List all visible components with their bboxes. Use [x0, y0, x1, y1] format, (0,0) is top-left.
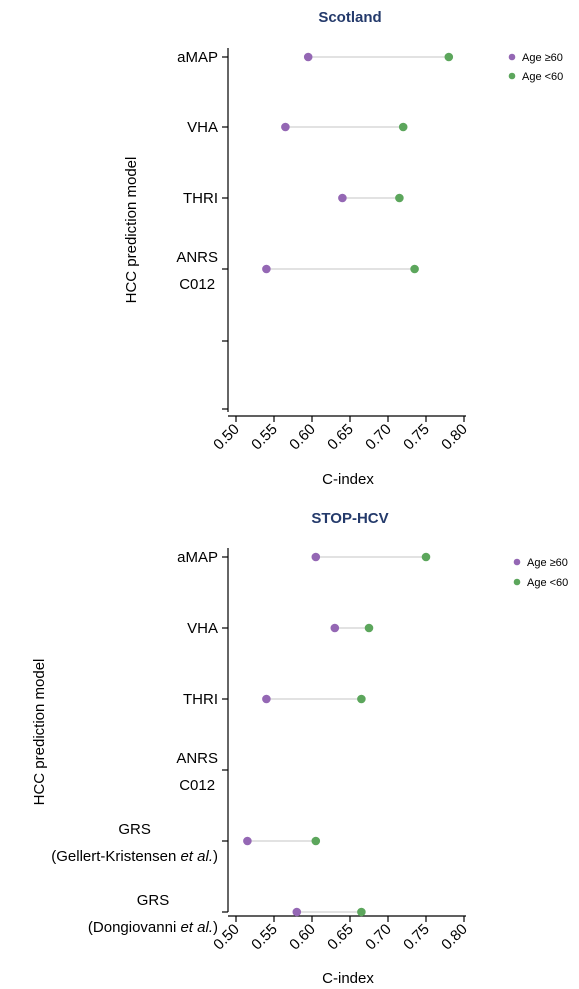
point-age-lt60 — [311, 836, 321, 846]
category-label: VHA — [187, 620, 218, 637]
category-label: aMAP — [177, 49, 218, 66]
category-label: THRI — [183, 691, 218, 708]
x-tick-label: 0.60 — [286, 921, 319, 954]
point-age-lt60 — [444, 52, 454, 62]
point-age-ge60 — [330, 623, 340, 633]
x-tick-label: 0.70 — [362, 921, 395, 954]
x-tick-label: 0.65 — [324, 921, 357, 954]
x-tick-label: 0.80 — [438, 921, 471, 954]
x-tick-label: 0.55 — [248, 421, 281, 454]
x-tick-label: 0.65 — [324, 421, 357, 454]
panel1-chart: Scotland HCC prediction model aMAP VHA THRI A… — [123, 9, 563, 488]
point-age-ge60 — [262, 264, 271, 274]
category-label-line2: (Gellert-Kristensen et al.) — [51, 848, 218, 865]
legend-marker-age-ge60 — [513, 558, 521, 566]
x-tick-label: 0.75 — [400, 421, 433, 454]
x-tick-label: 0.75 — [400, 921, 433, 954]
point-age-lt60 — [357, 694, 366, 704]
point-age-ge60 — [281, 122, 290, 132]
x-axis-title: C-index — [322, 970, 374, 987]
point-age-lt60 — [364, 623, 374, 633]
legend-marker-age-lt60 — [508, 72, 516, 80]
point-age-lt60 — [398, 122, 408, 132]
category-label: aMAP — [177, 549, 218, 566]
y-axis-title: HCC prediction model — [31, 659, 48, 806]
category-label-part: (Dongiovanni — [88, 919, 181, 936]
point-age-ge60 — [311, 552, 321, 562]
legend-marker-age-ge60 — [508, 53, 516, 61]
category-label: VHA — [187, 119, 218, 136]
legend-label: Age <60 — [522, 71, 563, 83]
x-tick-label: 0.80 — [438, 421, 471, 454]
category-label: ANRS — [176, 249, 218, 266]
panel2-chart: STOP-HCV HCC prediction model aMAP VHA THRI A… — [31, 510, 568, 987]
legend-label: Age ≥60 — [522, 52, 563, 64]
category-label-italic: et al. — [180, 848, 213, 865]
category-label: THRI — [183, 190, 218, 207]
category-label: GRS — [137, 892, 170, 909]
point-age-lt60 — [410, 264, 419, 274]
point-age-lt60 — [395, 193, 404, 203]
category-label: GRS — [118, 821, 151, 838]
point-age-lt60 — [357, 907, 366, 917]
category-label: ANRS — [176, 750, 218, 767]
x-tick-label: 0.70 — [362, 421, 395, 454]
y-axis-title: HCC prediction model — [123, 157, 140, 304]
point-age-ge60 — [303, 52, 313, 62]
chart-title: Scotland — [318, 9, 381, 26]
category-label-line2: (Dongiovanni et al.) — [88, 919, 218, 936]
point-age-ge60 — [243, 836, 252, 846]
x-tick-label: 0.60 — [286, 421, 319, 454]
category-label-part: ) — [213, 919, 218, 936]
category-label-part: ) — [213, 848, 218, 865]
point-age-ge60 — [292, 907, 302, 917]
point-age-ge60 — [262, 694, 271, 704]
x-axis-title: C-index — [322, 471, 374, 488]
legend-marker-age-lt60 — [513, 578, 521, 586]
x-tick-label: 0.50 — [210, 421, 243, 454]
x-tick-label: 0.55 — [248, 921, 281, 954]
legend-label: Age ≥60 — [527, 557, 568, 569]
point-age-ge60 — [338, 193, 347, 203]
category-label-line2: C012 — [179, 276, 215, 293]
point-age-lt60 — [421, 552, 431, 562]
category-label-line2: C012 — [179, 777, 215, 794]
category-label-part: (Gellert-Kristensen — [51, 848, 180, 865]
legend-label: Age <60 — [527, 577, 568, 589]
category-label-italic: et al. — [180, 919, 213, 936]
chart-title: STOP-HCV — [311, 510, 388, 527]
